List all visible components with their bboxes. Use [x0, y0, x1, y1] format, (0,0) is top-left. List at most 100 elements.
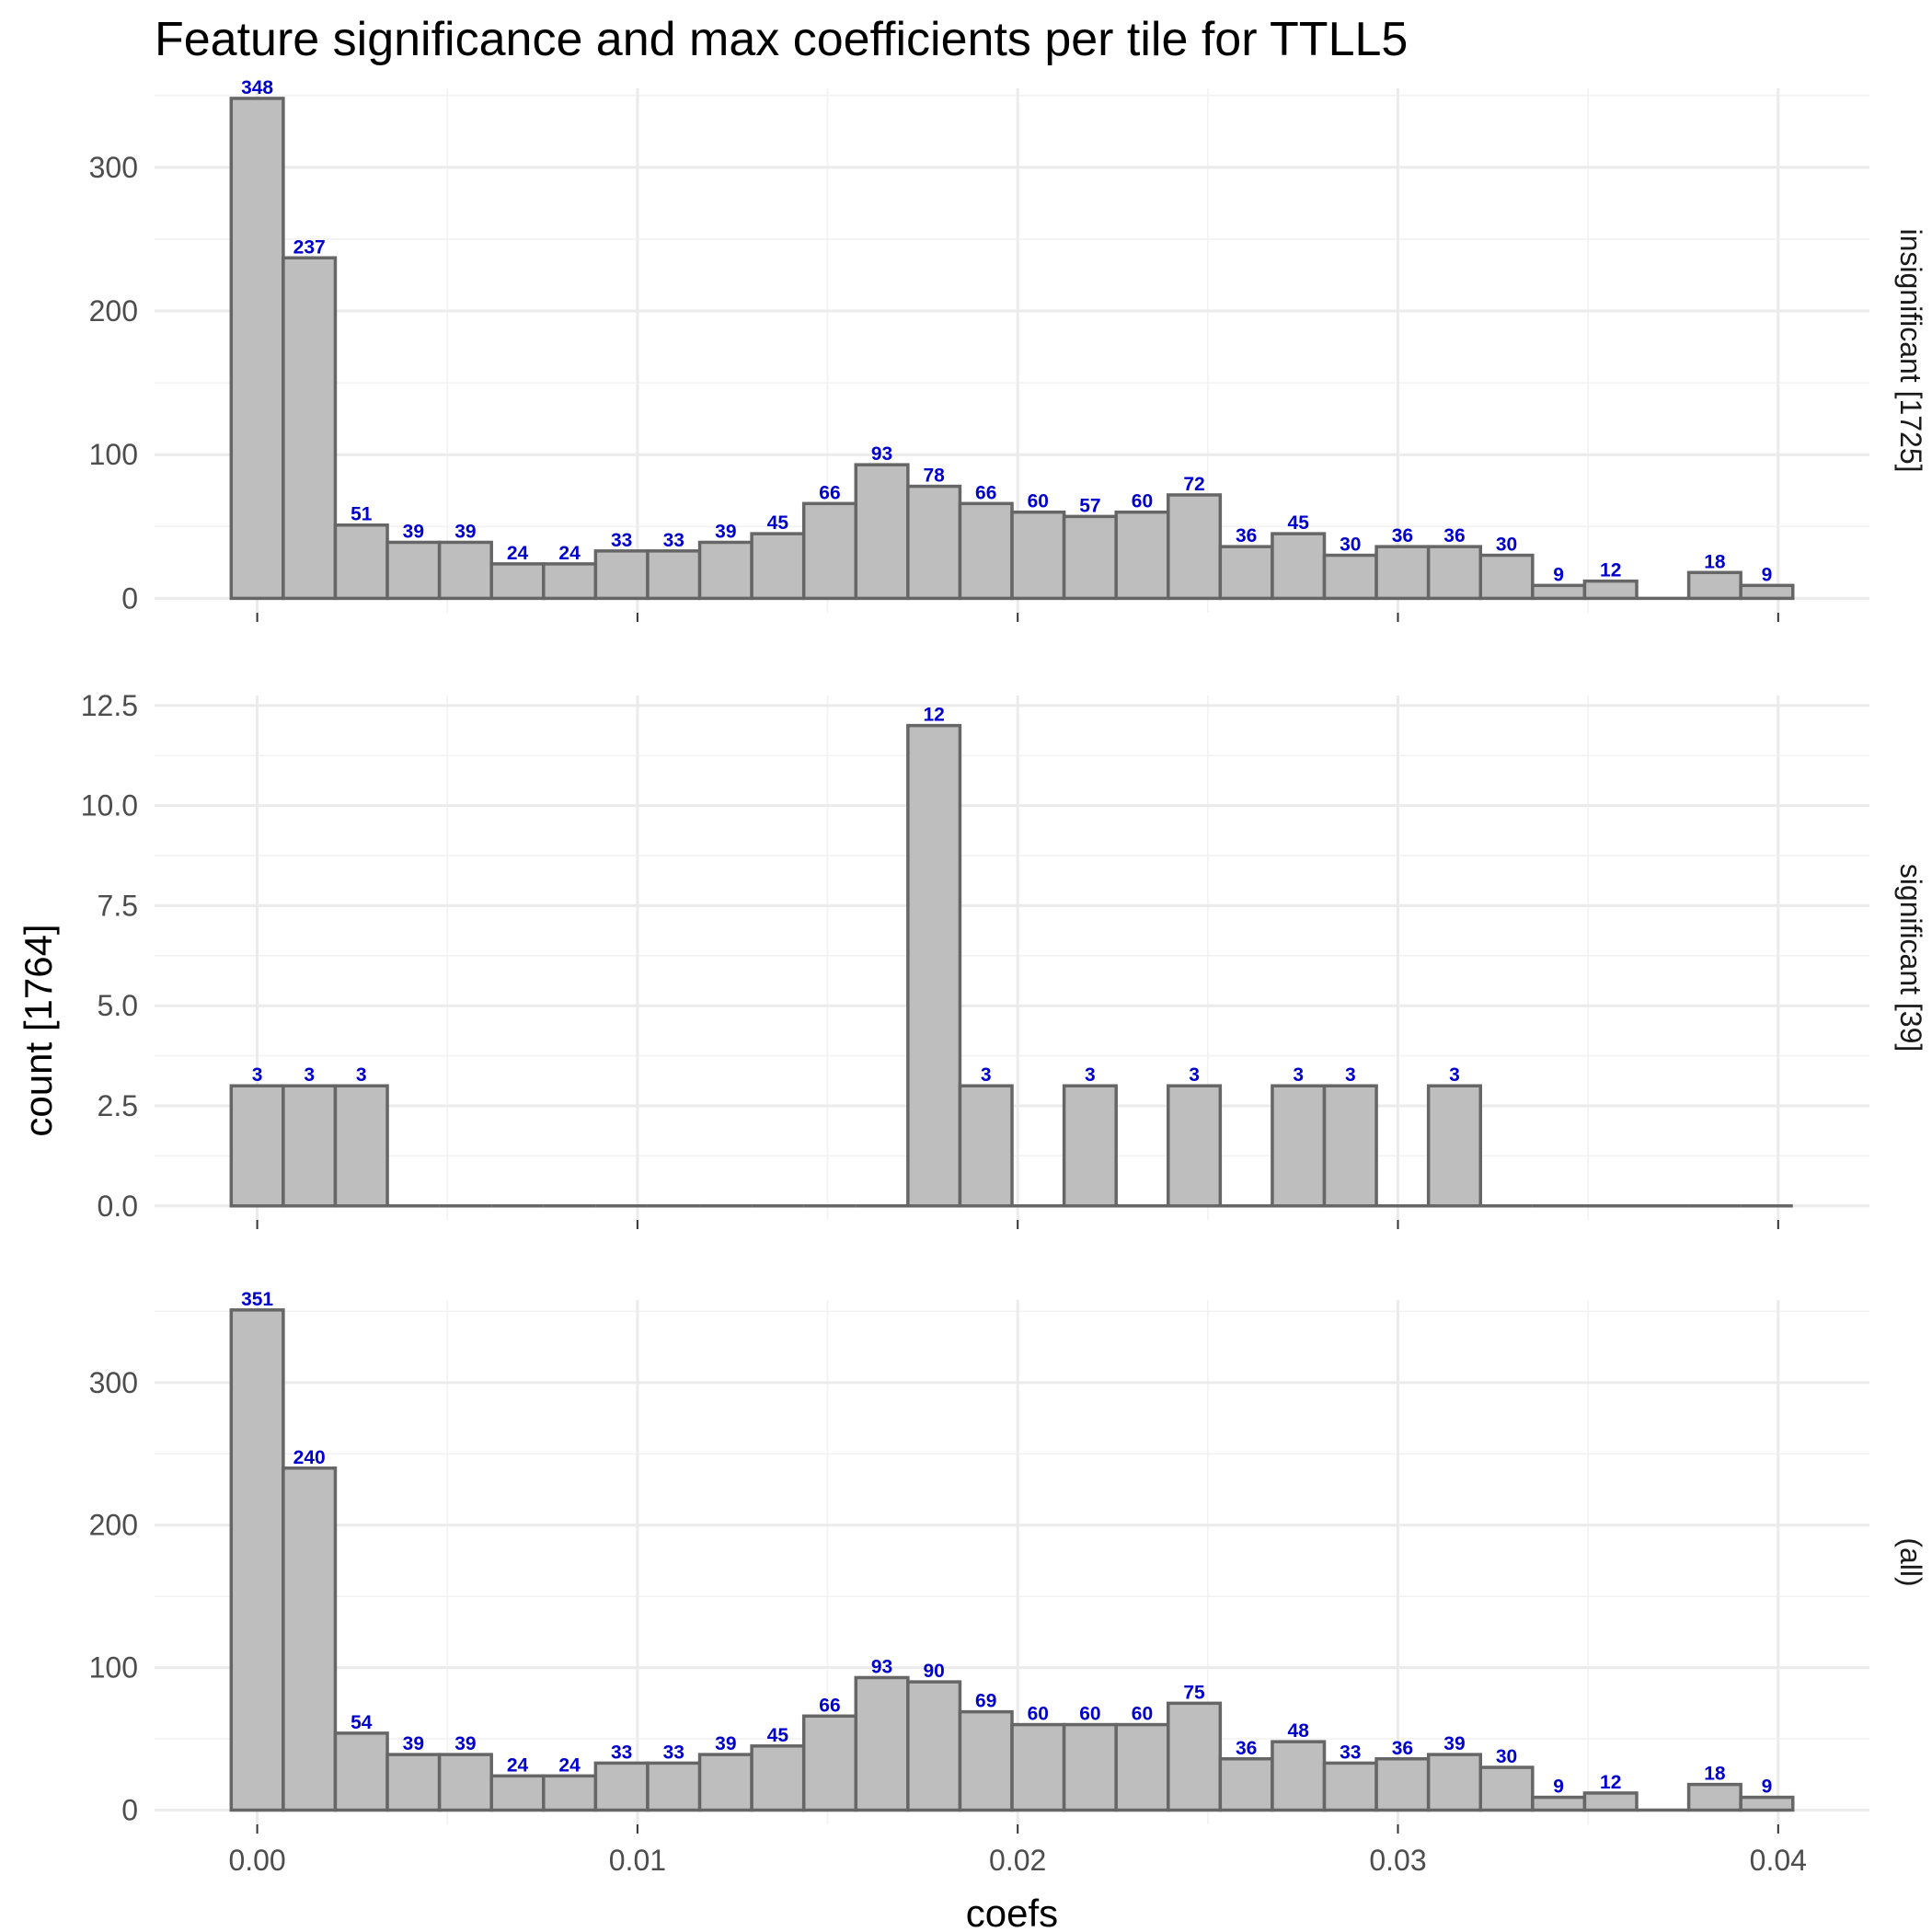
bar-count-label: 39 — [1443, 1733, 1465, 1754]
y-axis-title: count [1764] — [17, 924, 60, 1136]
bar-count-label: 78 — [923, 466, 945, 487]
bar-count-label: 33 — [663, 1742, 684, 1763]
bar-count-label: 36 — [1392, 1738, 1413, 1759]
bar-count-label: 45 — [767, 512, 789, 534]
histogram-bar — [1426, 1084, 1483, 1208]
histogram-bar — [437, 1753, 493, 1812]
bar-count-label: 33 — [1340, 1742, 1361, 1763]
bar-count-label: 57 — [1079, 495, 1100, 516]
bar-count-label: 33 — [663, 530, 684, 551]
bar-count-label: 48 — [1288, 1720, 1310, 1742]
bar-count-label: 24 — [558, 1754, 581, 1776]
histogram-bar — [229, 1084, 285, 1208]
y-tick-label: 12.5 — [81, 689, 138, 722]
bar-count-label: 351 — [241, 1289, 273, 1310]
y-tick-label: 100 — [89, 1651, 138, 1685]
bar-count-label: 39 — [454, 1733, 476, 1754]
bar-count-label: 237 — [293, 236, 326, 258]
histogram-bar — [593, 1761, 650, 1812]
bar-count-label: 3 — [981, 1064, 992, 1086]
histogram-bar — [1271, 1740, 1327, 1812]
bar-count-label: 90 — [923, 1661, 944, 1682]
histogram-bar — [1426, 545, 1483, 601]
y-tick-label: 300 — [89, 1366, 138, 1399]
bar-count-label: 39 — [403, 1733, 424, 1754]
histogram-bar — [489, 1774, 546, 1812]
bar-count-label: 75 — [1183, 1682, 1205, 1703]
bar-count-label: 12 — [1600, 560, 1621, 581]
bar-count-label: 3 — [252, 1064, 263, 1086]
x-tick-label: 0.02 — [989, 1844, 1046, 1877]
y-tick-label: 0 — [121, 581, 138, 615]
bar-count-label: 18 — [1704, 1764, 1726, 1785]
histogram-bar — [385, 1753, 442, 1812]
bar-count-label: 3 — [1293, 1064, 1304, 1086]
facet-panel-2: 0.0 2.5 5.0 7.5 10.0 12.5 3 3 3 12 3 3 3 3 3 3 significa… — [81, 689, 1927, 1229]
x-tick-label: 0.01 — [609, 1844, 666, 1877]
histogram-bar — [1010, 510, 1066, 601]
y-tick-label: 300 — [89, 151, 138, 184]
bar-count-label: 3 — [1449, 1064, 1460, 1086]
x-axis-title: coefs — [966, 1892, 1058, 1932]
bar-count-label: 69 — [975, 1691, 996, 1712]
bar-count-label: 30 — [1340, 535, 1361, 556]
bar-count-label: 66 — [975, 482, 996, 503]
bar-count-label: 66 — [819, 482, 840, 503]
histogram-bar — [1374, 1757, 1431, 1812]
histogram-bar — [542, 562, 598, 601]
histogram-bar — [333, 523, 389, 601]
bar-count-label: 93 — [871, 1656, 892, 1677]
bar-count-label: 39 — [715, 521, 736, 542]
bar-count-label: 33 — [611, 1742, 632, 1763]
bar-count-label: 60 — [1028, 1704, 1049, 1725]
bar-count-label: 3 — [356, 1064, 367, 1086]
histogram-bar — [229, 1308, 285, 1812]
histogram-bar — [1114, 510, 1170, 601]
facet-strip-label: insignificant [1725] — [1894, 228, 1927, 472]
histogram-bar — [854, 463, 910, 601]
histogram-bar — [1062, 514, 1118, 601]
histogram-bar — [958, 501, 1014, 601]
y-tick-label: 200 — [89, 294, 138, 328]
histogram-bar — [906, 723, 962, 1208]
histogram-bar — [1322, 1761, 1378, 1812]
histogram-bar — [1167, 1084, 1223, 1208]
y-tick-label: 100 — [89, 438, 138, 471]
histogram-bar — [593, 549, 650, 601]
bar-count-label: 36 — [1392, 525, 1413, 546]
y-tick-label: 10.0 — [81, 789, 138, 822]
histogram-bar — [958, 1084, 1014, 1208]
histogram-bar — [1531, 583, 1587, 601]
bar-count-label: 9 — [1553, 1777, 1564, 1798]
bar-count-label: 66 — [819, 1695, 840, 1716]
bar-count-label: 12 — [1600, 1772, 1621, 1793]
histogram-bar — [750, 532, 806, 601]
histogram-bar — [906, 484, 962, 601]
bar-count-label: 36 — [1236, 1738, 1257, 1759]
histogram-bar — [1374, 545, 1431, 601]
histogram-bar — [646, 1761, 702, 1812]
histogram-bar — [333, 1084, 389, 1208]
histogram-bar — [1271, 532, 1327, 601]
histogram-bar — [1271, 1084, 1327, 1208]
bar-count-label: 3 — [1345, 1064, 1356, 1086]
bar-count-label: 12 — [923, 705, 944, 726]
histogram-bar — [1739, 583, 1795, 601]
y-tick-label: 7.5 — [98, 889, 138, 922]
histogram-bar — [1739, 1795, 1795, 1812]
histogram-bar — [750, 1744, 806, 1812]
histogram-bar — [697, 540, 753, 601]
bar-count-label: 33 — [611, 530, 632, 551]
histogram-bar — [1322, 1084, 1378, 1208]
histogram-bar — [1322, 553, 1378, 601]
x-axis: 0.00 0.01 0.02 0.03 0.04 — [228, 1844, 1806, 1877]
histogram-bar — [1167, 493, 1223, 601]
bar-count-label: 9 — [1762, 1777, 1773, 1798]
histogram-bar — [229, 97, 285, 601]
bar-count-label: 45 — [767, 1725, 789, 1746]
histogram-bar — [1218, 1757, 1274, 1812]
histogram-bar — [854, 1675, 910, 1812]
histogram-bar — [385, 540, 442, 601]
